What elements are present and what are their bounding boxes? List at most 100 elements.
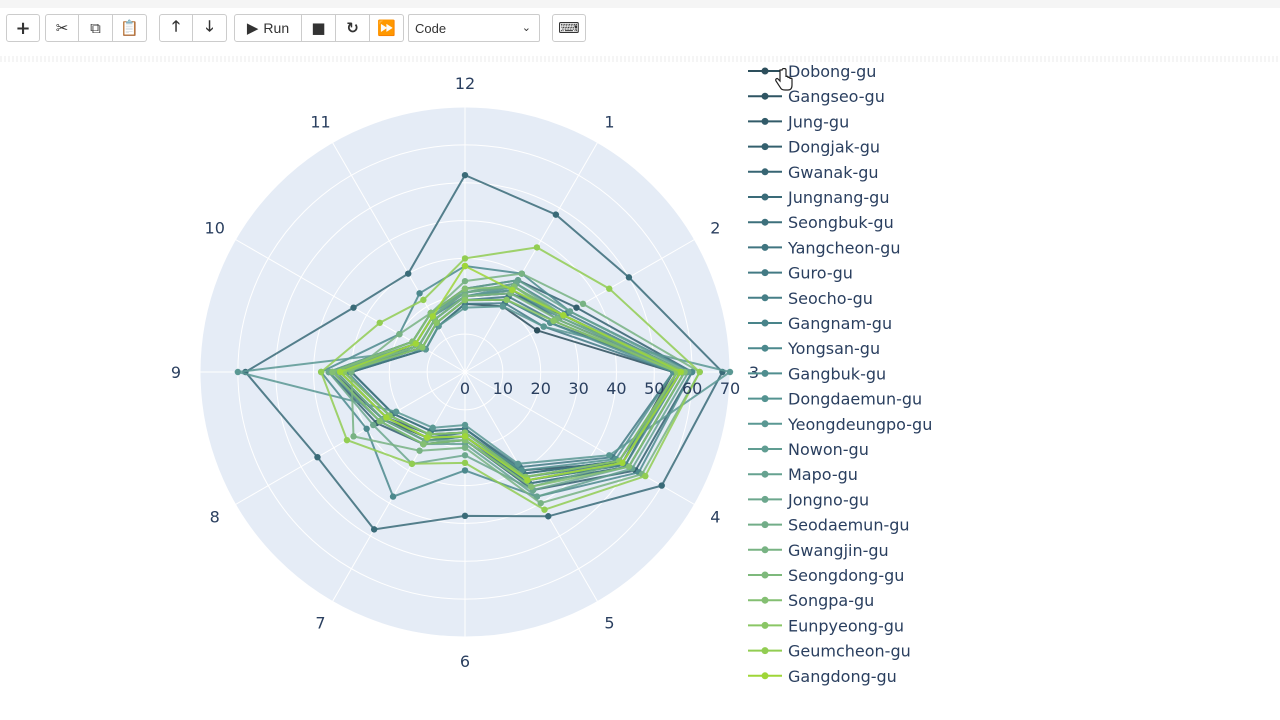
- series-point: [642, 472, 649, 480]
- run-label: Run: [263, 20, 290, 36]
- series-point: [499, 303, 507, 310]
- legend-label: Dongdaemun-gu: [788, 390, 922, 409]
- legend-swatch-point: [761, 218, 769, 226]
- insert-cell-button[interactable]: +: [6, 14, 40, 42]
- series-point: [461, 304, 469, 311]
- run-button[interactable]: ▶ Run: [234, 14, 302, 42]
- series-point: [461, 421, 469, 429]
- legend-swatch-point: [761, 395, 769, 403]
- legend-item[interactable]: Seongdong-gu: [748, 566, 904, 585]
- cut-button[interactable]: ✂: [45, 14, 79, 42]
- copy-button[interactable]: ⧉: [79, 14, 113, 42]
- legend-item[interactable]: Seongbuk-gu: [748, 213, 894, 232]
- legend-item[interactable]: Yongsan-gu: [748, 339, 880, 358]
- chevron-down-icon: ⌄: [521, 22, 531, 34]
- legend-label: Seongbuk-gu: [788, 213, 894, 232]
- legend-item[interactable]: Seodaemun-gu: [748, 516, 910, 535]
- series-point: [533, 327, 541, 334]
- insert-group: +: [6, 14, 40, 42]
- angular-gridline: [464, 142, 598, 373]
- cell-type-value: Code: [415, 20, 447, 36]
- series-point: [509, 286, 516, 294]
- interrupt-button[interactable]: ■: [302, 14, 336, 42]
- legend-swatch-point: [761, 546, 769, 554]
- legend-item[interactable]: Gangbuk-gu: [748, 364, 886, 383]
- series-point: [416, 290, 423, 297]
- series-point: [514, 460, 522, 467]
- legend-item[interactable]: Gangseo-gu: [748, 87, 885, 106]
- legend-item[interactable]: Guro-gu: [748, 264, 853, 283]
- legend-item[interactable]: Yangcheon-gu: [748, 238, 900, 257]
- series-point: [461, 459, 469, 467]
- legend-label: Nowon-gu: [788, 440, 869, 459]
- series-trace: [317, 244, 703, 513]
- legend-item[interactable]: Eunpyeong-gu: [748, 616, 904, 635]
- legend-label: Gangseo-gu: [788, 87, 885, 106]
- radial-tick-label: 50: [644, 379, 664, 398]
- series-point: [408, 460, 416, 467]
- legend-swatch-point: [761, 420, 769, 428]
- restart-button[interactable]: ↻: [336, 14, 370, 42]
- legend-item[interactable]: Geumcheon-gu: [748, 642, 911, 661]
- series-point: [625, 463, 633, 470]
- series-point: [461, 255, 469, 262]
- series-point: [396, 330, 403, 338]
- move-up-button[interactable]: 🡑: [159, 14, 193, 42]
- angular-tick-label: 10: [205, 219, 225, 238]
- series-point: [560, 312, 567, 319]
- series-point: [343, 436, 351, 444]
- legend-item[interactable]: Gwangjin-gu: [748, 541, 889, 560]
- legend-item[interactable]: Jung-gu: [748, 112, 849, 131]
- legend-label: Dongjak-gu: [788, 138, 880, 157]
- series-point: [524, 476, 531, 484]
- legend-item[interactable]: Dongdaemun-gu: [748, 390, 922, 409]
- series-trace: [336, 262, 684, 484]
- legend-item[interactable]: Jongno-gu: [748, 490, 869, 509]
- legend-item[interactable]: Gangnam-gu: [748, 314, 892, 333]
- legend-item[interactable]: Nowon-gu: [748, 440, 869, 459]
- legend-swatch-point: [761, 269, 769, 277]
- series-point: [461, 262, 469, 270]
- series-point: [429, 424, 437, 431]
- legend-swatch-point: [761, 369, 769, 377]
- edit-group: ✂ ⧉ 📋: [45, 14, 147, 42]
- legend-item[interactable]: Gwanak-gu: [748, 163, 879, 182]
- series-point: [461, 444, 469, 451]
- keyboard-icon: ⌨: [558, 19, 580, 37]
- legend-label: Seongdong-gu: [788, 566, 904, 585]
- legend-label: Gangdong-gu: [788, 667, 897, 686]
- series-layer: [234, 171, 734, 533]
- command-palette-button[interactable]: ⌨: [552, 14, 586, 42]
- series-point: [405, 270, 412, 277]
- legend-label: Yongsan-gu: [787, 339, 880, 358]
- paste-button[interactable]: 📋: [113, 14, 147, 42]
- legend-label: Mapo-gu: [788, 465, 858, 484]
- legend-label: Gwangjin-gu: [788, 541, 889, 560]
- series-point: [234, 368, 242, 376]
- series-point: [461, 512, 469, 520]
- fast-forward-icon: ⏩: [377, 19, 396, 37]
- legend-item[interactable]: Seocho-gu: [748, 289, 873, 308]
- legend-swatch-point: [761, 117, 769, 125]
- series-point: [412, 340, 420, 347]
- legend-item[interactable]: Gangdong-gu: [748, 667, 897, 686]
- radial-tick-label: 60: [682, 379, 702, 398]
- move-down-button[interactable]: 🡓: [193, 14, 227, 42]
- legend-swatch-point: [761, 344, 769, 352]
- series-trace: [242, 171, 726, 533]
- legend-item[interactable]: Dobong-gu: [748, 62, 876, 81]
- series-point: [566, 308, 574, 315]
- legend-swatch-point: [761, 193, 769, 201]
- angular-tick-label: 7: [315, 613, 325, 632]
- legend-item[interactable]: Mapo-gu: [748, 465, 858, 484]
- series-point: [461, 433, 469, 440]
- cell-type-select[interactable]: Code ⌄: [408, 14, 540, 42]
- legend-item[interactable]: Jungnang-gu: [748, 188, 889, 207]
- legend-item[interactable]: Songpa-gu: [748, 591, 874, 610]
- legend-item[interactable]: Yeongdeungpo-gu: [748, 415, 932, 434]
- legend-item[interactable]: Dongjak-gu: [748, 138, 880, 157]
- run-all-button[interactable]: ⏩: [370, 14, 404, 42]
- angular-tick-label: 9: [171, 363, 181, 382]
- cut-icon: ✂: [55, 19, 69, 37]
- angular-tick-label: 4: [710, 508, 720, 527]
